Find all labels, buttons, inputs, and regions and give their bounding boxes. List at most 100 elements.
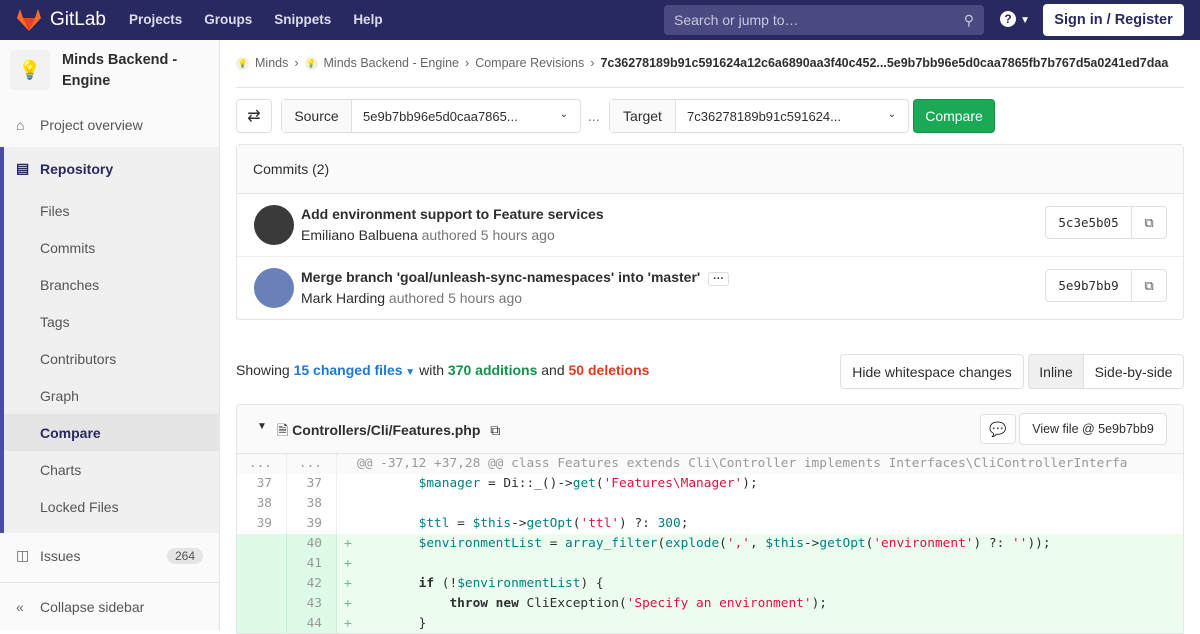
old-line-number[interactable] [237,574,287,594]
commit-title[interactable]: Add environment support to Feature servi… [301,206,604,222]
sidebar-item-commits[interactable]: Commits [0,229,219,266]
new-line-number[interactable]: ... [287,454,337,474]
project-header[interactable]: 💡 Minds Backend - Engine [10,50,212,92]
hide-whitespace-button[interactable]: Hide whitespace changes [840,354,1024,389]
code-token: ( [865,536,874,551]
old-line-number[interactable] [237,614,287,633]
code-token: getOpt [526,516,573,531]
old-line-number[interactable] [237,594,287,614]
view-file-button[interactable]: View file @ 5e9b7bb9 [1019,413,1167,445]
context-line: 37 37 $manager = Di::_()->get('Features\M… [237,474,1183,494]
old-line-number[interactable]: 38 [237,494,287,514]
commit-sha[interactable]: 5c3e5b05 [1046,207,1132,238]
new-line-number[interactable]: 40 [287,534,337,554]
breadcrumb-compare[interactable]: Compare Revisions [475,56,585,70]
file-path[interactable]: Controllers/Cli/Features.php [292,422,481,438]
sidebar-item-tags[interactable]: Tags [0,303,219,340]
nav-projects[interactable]: Projects [129,12,183,27]
collapse-label: Collapse sidebar [40,598,145,615]
sidebar-item-charts[interactable]: Charts [0,451,219,488]
sidebar-item-files[interactable]: Files [0,192,219,229]
copy-icon[interactable]: ⧉ [490,422,501,438]
comment-button[interactable]: 💬 [980,414,1016,444]
code-token: 'Features\Manager' [603,476,743,491]
help-dropdown[interactable]: ? ▼ [1000,10,1030,27]
new-line-number[interactable]: 41 [287,554,337,574]
search-input[interactable]: Search or jump to… ⚲ [664,5,984,35]
expand-description-button[interactable]: ··· [708,272,730,286]
target-selector[interactable]: Target 7c36278189b91c591624... ⌄ [609,99,909,133]
project-avatar-icon: 💡 [304,56,318,70]
sign-in-button[interactable]: Sign in / Register [1043,4,1184,36]
side-by-side-button[interactable]: Side-by-side [1083,354,1184,389]
code-token: ); [742,476,758,491]
stats-label: Showing [236,362,290,378]
new-line-number[interactable]: 44 [287,614,337,633]
diff-file: ▼ 🗎 Controllers/Cli/Features.php ⧉ 💬 Vie… [236,404,1184,634]
old-line-number[interactable] [237,534,287,554]
changed-files-dropdown[interactable]: 15 changed files [293,362,403,378]
commit-meta: authored 5 hours ago [421,227,555,243]
sidebar-item-label: Tags [40,313,70,330]
old-line-number[interactable] [237,554,287,574]
commit-author[interactable]: Mark Harding [301,290,386,306]
sidebar-item-graph[interactable]: Graph [0,377,219,414]
sidebar-item-issues[interactable]: ◫ Issues 264 [0,537,219,574]
context-line: 39 39 $ttl = $this->getOpt('ttl') ?: 300; [237,514,1183,534]
copy-icon[interactable]: ⧉ [1144,214,1154,230]
sidebar-item-label: Contributors [40,350,117,367]
inline-view-button[interactable]: Inline [1028,354,1084,389]
nav-snippets[interactable]: Snippets [274,12,332,27]
breadcrumb-minds[interactable]: Minds [255,56,289,70]
avatar[interactable] [254,268,294,308]
sidebar-item-branches[interactable]: Branches [0,266,219,303]
gitlab-logo[interactable]: GitLab [16,8,106,32]
commit-sha[interactable]: 5e9b7bb9 [1046,270,1132,301]
breadcrumb-project[interactable]: Minds Backend - Engine [323,56,460,70]
breadcrumb-current: 7c36278189b91c591624a12c6a6890aa3f40c452… [600,56,1169,70]
sidebar-item-locked-files[interactable]: Locked Files [0,488,219,525]
avatar[interactable] [254,205,294,245]
collapse-sidebar-button[interactable]: « Collapse sidebar [0,588,219,625]
new-line-number[interactable]: 39 [287,514,337,534]
file-icon: 🗎 [277,422,289,438]
sidebar: 💡 Minds Backend - Engine ⌂ Project overvi… [0,40,220,630]
new-line-number[interactable]: 42 [287,574,337,594]
copy-icon[interactable]: ⧉ [1144,277,1154,293]
chevron-right-icon: › [294,56,299,70]
sidebar-item-label: Branches [40,276,100,293]
old-line-number[interactable]: 37 [237,474,287,494]
diff-marker: + [344,536,352,551]
commit-meta: authored 5 hours ago [388,290,523,306]
code-text: @@ -37,12 +37,28 @@ class Features exten… [357,454,1183,474]
caret-down-icon[interactable]: ▼ [402,367,416,378]
code-token: ) { [580,576,604,591]
swap-revisions-button[interactable]: ⇄ [236,99,272,133]
compare-button[interactable]: Compare [913,99,995,133]
sidebar-item-contributors[interactable]: Contributors [0,340,219,377]
sidebar-item-overview[interactable]: ⌂ Project overview [0,106,219,143]
source-selector[interactable]: Source 5e9b7bb96e5d0caa7865... ⌄ [281,99,581,133]
commit-author[interactable]: Emiliano Balbuena [301,227,418,243]
new-line-number[interactable]: 37 [287,474,337,494]
collapse-file-icon[interactable]: ▼ [257,421,267,432]
old-line-number[interactable]: ... [237,454,287,474]
home-icon: ⌂ [16,116,25,133]
code-token: )); [1027,536,1051,551]
sidebar-item-label: Repository [40,160,114,177]
commit-title[interactable]: Merge branch 'goal/unleash-sync-namespac… [301,269,701,285]
added-line: 43 + throw new CliException('Specify an e… [237,594,1183,614]
code-token [357,476,419,491]
new-line-number[interactable]: 43 [287,594,337,614]
nav-groups[interactable]: Groups [204,12,253,27]
commits-panel: Commits (2) Add environment support to F… [236,144,1184,320]
code-token: $ttl [418,516,450,531]
sidebar-item-compare[interactable]: Compare [4,414,219,451]
code-token: get [572,476,596,491]
repository-section [0,147,219,533]
sidebar-item-repository[interactable]: ▤ Repository [0,150,219,187]
nav-help[interactable]: Help [353,12,383,27]
sidebar-item-label: Files [40,202,70,219]
old-line-number[interactable]: 39 [237,514,287,534]
new-line-number[interactable]: 38 [287,494,337,514]
